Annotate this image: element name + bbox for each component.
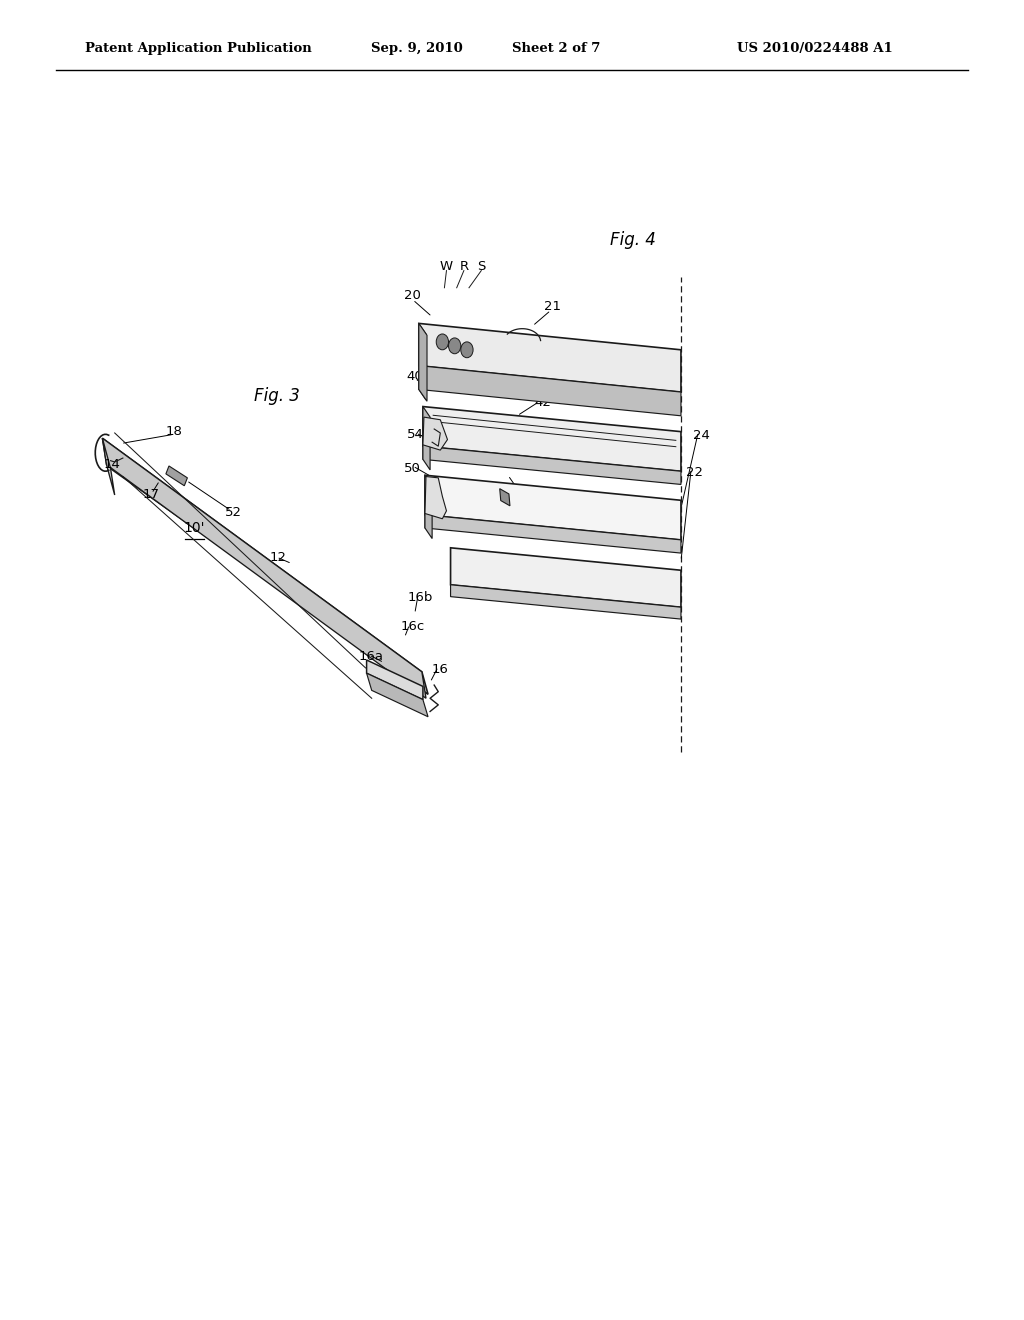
Polygon shape (423, 407, 430, 470)
Text: R: R (460, 260, 468, 273)
Polygon shape (419, 323, 426, 400)
Polygon shape (425, 475, 432, 539)
Text: 10': 10' (184, 521, 205, 535)
Polygon shape (102, 438, 426, 698)
Text: US 2010/0224488 A1: US 2010/0224488 A1 (737, 42, 893, 55)
Text: 22: 22 (686, 466, 702, 479)
Text: Fig. 3: Fig. 3 (254, 387, 299, 405)
Text: 21: 21 (545, 300, 561, 313)
Polygon shape (419, 323, 681, 392)
Circle shape (449, 338, 461, 354)
Polygon shape (425, 515, 681, 553)
Text: 40: 40 (407, 370, 423, 383)
Polygon shape (423, 417, 447, 450)
Polygon shape (102, 438, 115, 495)
Text: 50: 50 (404, 462, 421, 475)
Text: 52: 52 (225, 506, 242, 519)
Polygon shape (425, 475, 681, 540)
Text: S: S (477, 260, 485, 273)
Text: 16c: 16c (400, 620, 425, 634)
Text: 24: 24 (693, 429, 710, 442)
Polygon shape (425, 477, 446, 519)
Polygon shape (500, 488, 510, 506)
Text: 16b: 16b (408, 591, 432, 605)
Polygon shape (367, 673, 428, 717)
Text: W: W (440, 260, 453, 273)
Polygon shape (419, 366, 681, 416)
Text: Patent Application Publication: Patent Application Publication (85, 42, 311, 55)
Polygon shape (451, 585, 681, 619)
Text: Fig. 4: Fig. 4 (610, 231, 655, 249)
Polygon shape (423, 407, 681, 471)
Text: 52: 52 (512, 486, 528, 499)
Text: 42: 42 (535, 396, 551, 409)
Text: 18: 18 (166, 425, 182, 438)
Text: 17: 17 (143, 488, 160, 502)
Text: 20: 20 (404, 289, 421, 302)
Text: 54: 54 (408, 428, 424, 441)
Circle shape (436, 334, 449, 350)
Polygon shape (102, 438, 428, 694)
Polygon shape (367, 660, 423, 700)
Polygon shape (423, 446, 681, 484)
Text: 16: 16 (432, 663, 449, 676)
Text: 16a: 16a (358, 649, 383, 663)
Polygon shape (166, 466, 187, 486)
Text: Sheet 2 of 7: Sheet 2 of 7 (512, 42, 600, 55)
Text: Sep. 9, 2010: Sep. 9, 2010 (371, 42, 463, 55)
Circle shape (461, 342, 473, 358)
Polygon shape (451, 548, 681, 607)
Text: 12: 12 (270, 550, 287, 564)
Text: 14: 14 (103, 458, 120, 471)
Polygon shape (419, 323, 427, 401)
